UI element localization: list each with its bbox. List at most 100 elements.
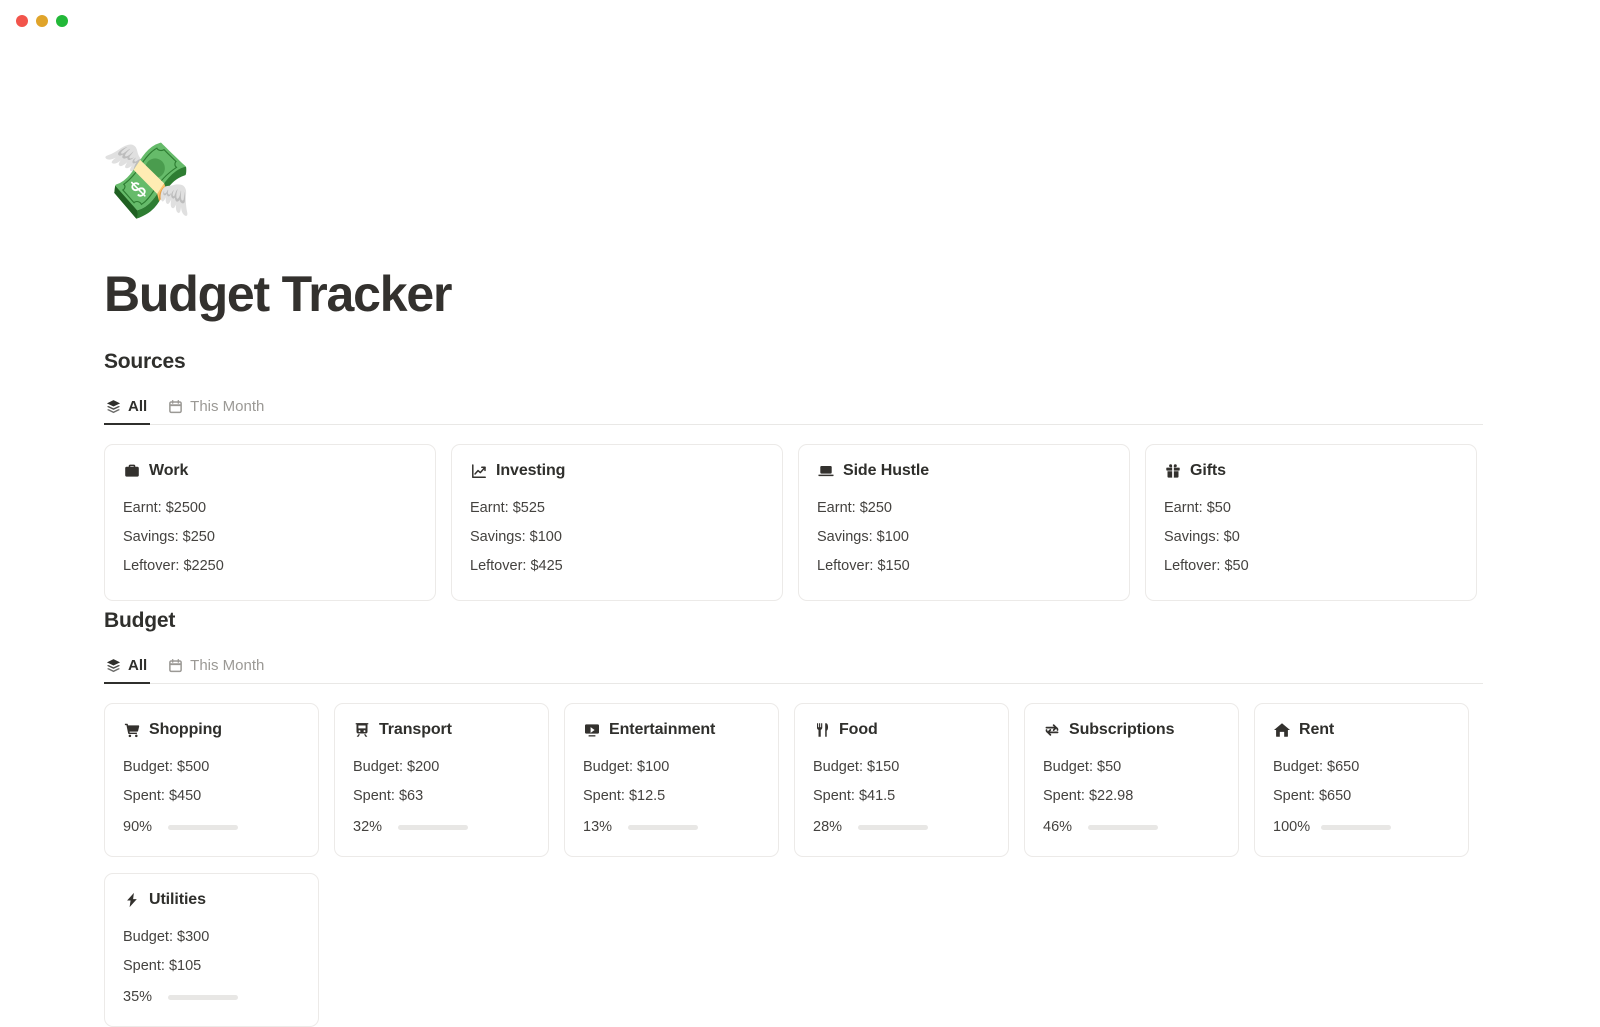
source-earnt-line: Earnt: $50 [1164, 500, 1231, 516]
budget-card[interactable]: Utilities Budget: $300 Spent: $105 35% [104, 873, 319, 1027]
chart-line-up-icon [470, 463, 487, 480]
tab-budget-all[interactable]: All [104, 647, 156, 684]
budget-card-header: Shopping [123, 721, 300, 739]
gift-icon [1164, 463, 1181, 480]
sources-heading: Sources [104, 350, 186, 373]
source-leftover-line: Leftover: $150 [817, 558, 910, 574]
calendar-icon [168, 399, 183, 414]
tab-sources-all[interactable]: All [104, 388, 156, 425]
budget-amount-line: Budget: $150 [813, 759, 900, 775]
source-card-header: Work [123, 462, 417, 480]
budget-spent-line: Spent: $105 [123, 958, 202, 974]
budget-progress-label: 32% [353, 819, 383, 835]
budget-progress-label: 13% [583, 819, 613, 835]
page-title: Budget Tracker [104, 266, 452, 322]
budget-amount-line: Budget: $650 [1273, 759, 1360, 775]
budget-card[interactable]: Food Budget: $150 Spent: $41.5 28% [794, 703, 1009, 857]
budget-amount-line: Budget: $300 [123, 929, 210, 945]
sources-tabbar: All This Month [104, 388, 1483, 425]
budget-spent-line: Spent: $63 [353, 788, 424, 804]
calendar-icon [168, 658, 183, 673]
budget-amount-line: Budget: $200 [353, 759, 440, 775]
source-card[interactable]: Side Hustle Earnt: $250 Savings: $100 Lefto… [798, 444, 1130, 601]
budget-card-title: Subscriptions [1069, 721, 1175, 738]
budget-progress-row: 13% [583, 817, 760, 837]
budget-progress-track [168, 824, 238, 830]
budget-tabbar: All This Month [104, 647, 1483, 684]
budget-amount-line: Budget: $50 [1043, 759, 1122, 775]
budget-card[interactable]: Entertainment Budget: $100 Spent: $12.5 13% [564, 703, 779, 857]
budget-amount-line: Budget: $100 [583, 759, 670, 775]
budget-card-title: Rent [1299, 721, 1335, 738]
briefcase-icon [123, 463, 140, 480]
budget-progress-label: 35% [123, 989, 153, 1005]
budget-progress-track [858, 824, 928, 830]
budget-card-header: Entertainment [583, 721, 760, 739]
budget-progress-track [1321, 824, 1392, 830]
source-card-header: Side Hustle [817, 462, 1111, 480]
source-card[interactable]: Investing Earnt: $525 Savings: $100 Leftove… [451, 444, 783, 601]
budget-card-title: Food [839, 721, 878, 738]
source-leftover-line: Leftover: $50 [1164, 558, 1249, 574]
minimize-window-button[interactable] [36, 15, 48, 27]
budget-card-header: Rent [1273, 721, 1450, 739]
budget-card[interactable]: Rent Budget: $650 Spent: $650 100% [1254, 703, 1469, 857]
tab-budget-this-month-label: This Month [190, 656, 265, 674]
shopping-cart-icon [123, 722, 140, 739]
source-card-header: Gifts [1164, 462, 1458, 480]
source-card-title: Gifts [1190, 462, 1226, 479]
budget-progress-label: 28% [813, 819, 843, 835]
budget-progress-row: 32% [353, 817, 530, 837]
budget-spent-line: Spent: $650 [1273, 788, 1352, 804]
money-with-wings-emoji: 💸 [101, 139, 194, 222]
close-window-button[interactable] [16, 15, 28, 27]
budget-amount-line: Budget: $500 [123, 759, 210, 775]
budget-card[interactable]: Transport Budget: $200 Spent: $63 32% [334, 703, 549, 857]
source-card-header: Investing [470, 462, 764, 480]
sources-card-grid: Work Earnt: $2500 Savings: $250 Leftover: $… [104, 444, 1483, 601]
source-savings-line: Savings: $100 [817, 529, 909, 545]
tab-sources-this-month[interactable]: This Month [166, 388, 273, 424]
budget-spent-line: Spent: $12.5 [583, 788, 666, 804]
budget-card-title: Shopping [149, 721, 222, 738]
budget-card-title: Transport [379, 721, 452, 738]
source-card-title: Work [149, 462, 189, 479]
source-earnt-line: Earnt: $525 [470, 500, 545, 516]
budget-spent-line: Spent: $41.5 [813, 788, 896, 804]
budget-card[interactable]: Shopping Budget: $500 Spent: $450 90% [104, 703, 319, 857]
budget-progress-label: 100% [1273, 819, 1311, 835]
budget-progress-row: 100% [1273, 817, 1450, 837]
budget-progress-label: 46% [1043, 819, 1073, 835]
maximize-window-button[interactable] [56, 15, 68, 27]
train-icon [353, 722, 370, 739]
repeat-icon [1043, 722, 1060, 739]
budget-progress-label: 90% [123, 819, 153, 835]
budget-progress-track [628, 824, 698, 830]
budget-progress-row: 35% [123, 987, 300, 1007]
budget-section: Budget All [104, 609, 1483, 1027]
budget-progress-track [168, 994, 238, 1000]
budget-progress-row: 90% [123, 817, 300, 837]
tab-budget-this-month[interactable]: This Month [166, 647, 273, 683]
budget-spent-line: Spent: $450 [123, 788, 202, 804]
layers-icon [106, 399, 121, 414]
budget-card-header: Utilities [123, 891, 300, 909]
budget-heading: Budget [104, 609, 176, 632]
budget-card[interactable]: Subscriptions Budget: $50 Spent: $22.98 46% [1024, 703, 1239, 857]
tab-sources-this-month-label: This Month [190, 397, 265, 415]
source-card[interactable]: Gifts Earnt: $50 Savings: $0 Leftover: $50 [1145, 444, 1477, 601]
monitor-play-icon [583, 722, 600, 739]
budget-spent-line: Spent: $22.98 [1043, 788, 1134, 804]
source-card[interactable]: Work Earnt: $2500 Savings: $250 Leftover: $… [104, 444, 436, 601]
laptop-icon [817, 463, 834, 480]
budget-progress-row: 46% [1043, 817, 1220, 837]
budget-card-grid: Shopping Budget: $500 Spent: $450 90% Transp… [104, 703, 1483, 1027]
source-card-title: Side Hustle [843, 462, 930, 479]
fork-knife-icon [813, 722, 830, 739]
window-title-bar [0, 0, 1600, 42]
source-savings-line: Savings: $250 [123, 529, 215, 545]
budget-progress-track [398, 824, 468, 830]
sources-section: Sources All [104, 350, 1483, 601]
source-earnt-line: Earnt: $250 [817, 500, 892, 516]
budget-card-title: Entertainment [609, 721, 716, 738]
